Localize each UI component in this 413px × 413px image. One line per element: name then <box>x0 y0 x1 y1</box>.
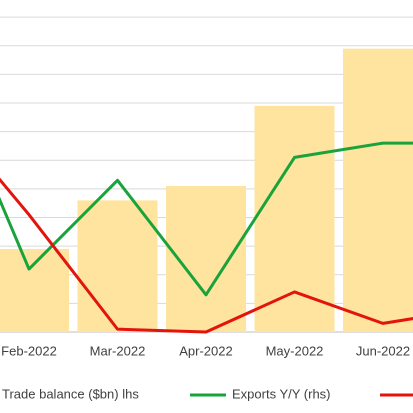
bar <box>77 200 158 332</box>
legend-label: Exports Y/Y (rhs) <box>232 386 331 401</box>
bar <box>343 48 413 332</box>
x-tick-label: Feb-2022 <box>1 343 57 358</box>
line <box>0 177 413 334</box>
line <box>0 141 413 297</box>
legend-label: Trade balance ($bn) lhs <box>2 386 139 401</box>
bar <box>254 105 335 333</box>
x-tick-label: Apr-2022 <box>179 343 232 358</box>
x-tick-label: May-2022 <box>266 343 324 358</box>
x-tick-label: Mar-2022 <box>90 343 146 358</box>
x-tick-label: Jun-2022 <box>356 343 410 358</box>
